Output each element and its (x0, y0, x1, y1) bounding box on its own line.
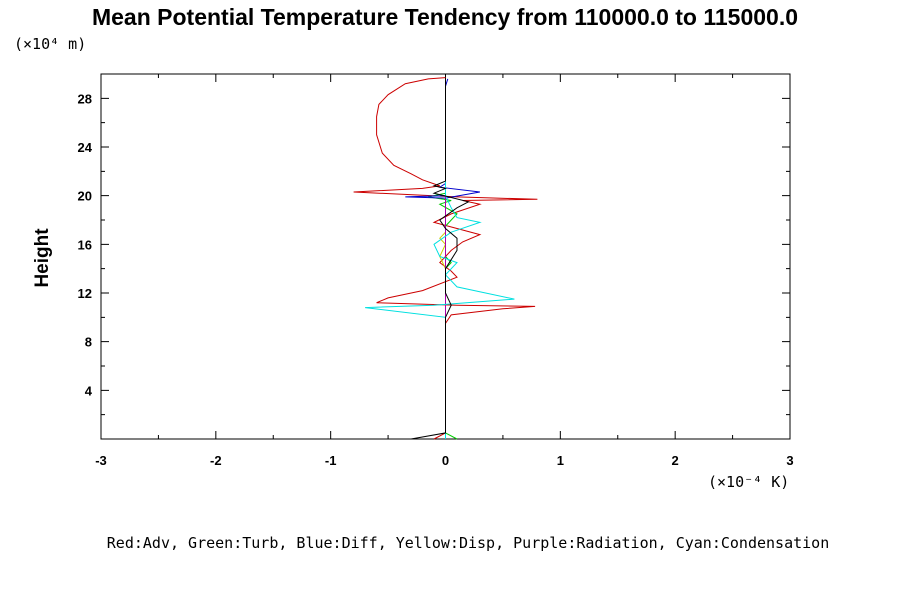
x-unit-label: (×10⁻⁴ K) (708, 473, 789, 491)
x-tick-labels: -3 -2 -1 0 1 2 3 (95, 453, 793, 468)
x-tick-label: -3 (95, 453, 107, 468)
y-tick-label: 8 (85, 335, 92, 350)
x-tick-label: 1 (557, 453, 564, 468)
y-tick-label: 24 (78, 140, 93, 155)
y-tick-label: 4 (85, 383, 93, 398)
series-line-total (411, 78, 470, 440)
x-tick-label: -1 (325, 453, 337, 468)
y-tick-label: 20 (78, 189, 92, 204)
y-tick-label: 28 (78, 91, 92, 106)
y-axis-title: Height (32, 228, 53, 288)
y-tick-label: 16 (78, 237, 92, 252)
x-tick-label: 2 (672, 453, 679, 468)
y-tick-label: 12 (78, 286, 92, 301)
legend: Red:Adv, Green:Turb, Blue:Diff, Yellow:D… (107, 534, 829, 552)
series-lines (353, 77, 538, 440)
y-unit-label: (×10⁴ m) (14, 35, 86, 53)
series-line-condensation (365, 80, 515, 439)
series-line-adv (353, 77, 538, 440)
x-tick-label: 0 (442, 453, 449, 468)
x-tick-label: -2 (210, 453, 222, 468)
chart-title: Mean Potential Temperature Tendency from… (92, 4, 798, 30)
x-tick-label: 3 (786, 453, 793, 468)
y-tick-labels: 4 8 12 16 20 24 28 (78, 91, 93, 398)
